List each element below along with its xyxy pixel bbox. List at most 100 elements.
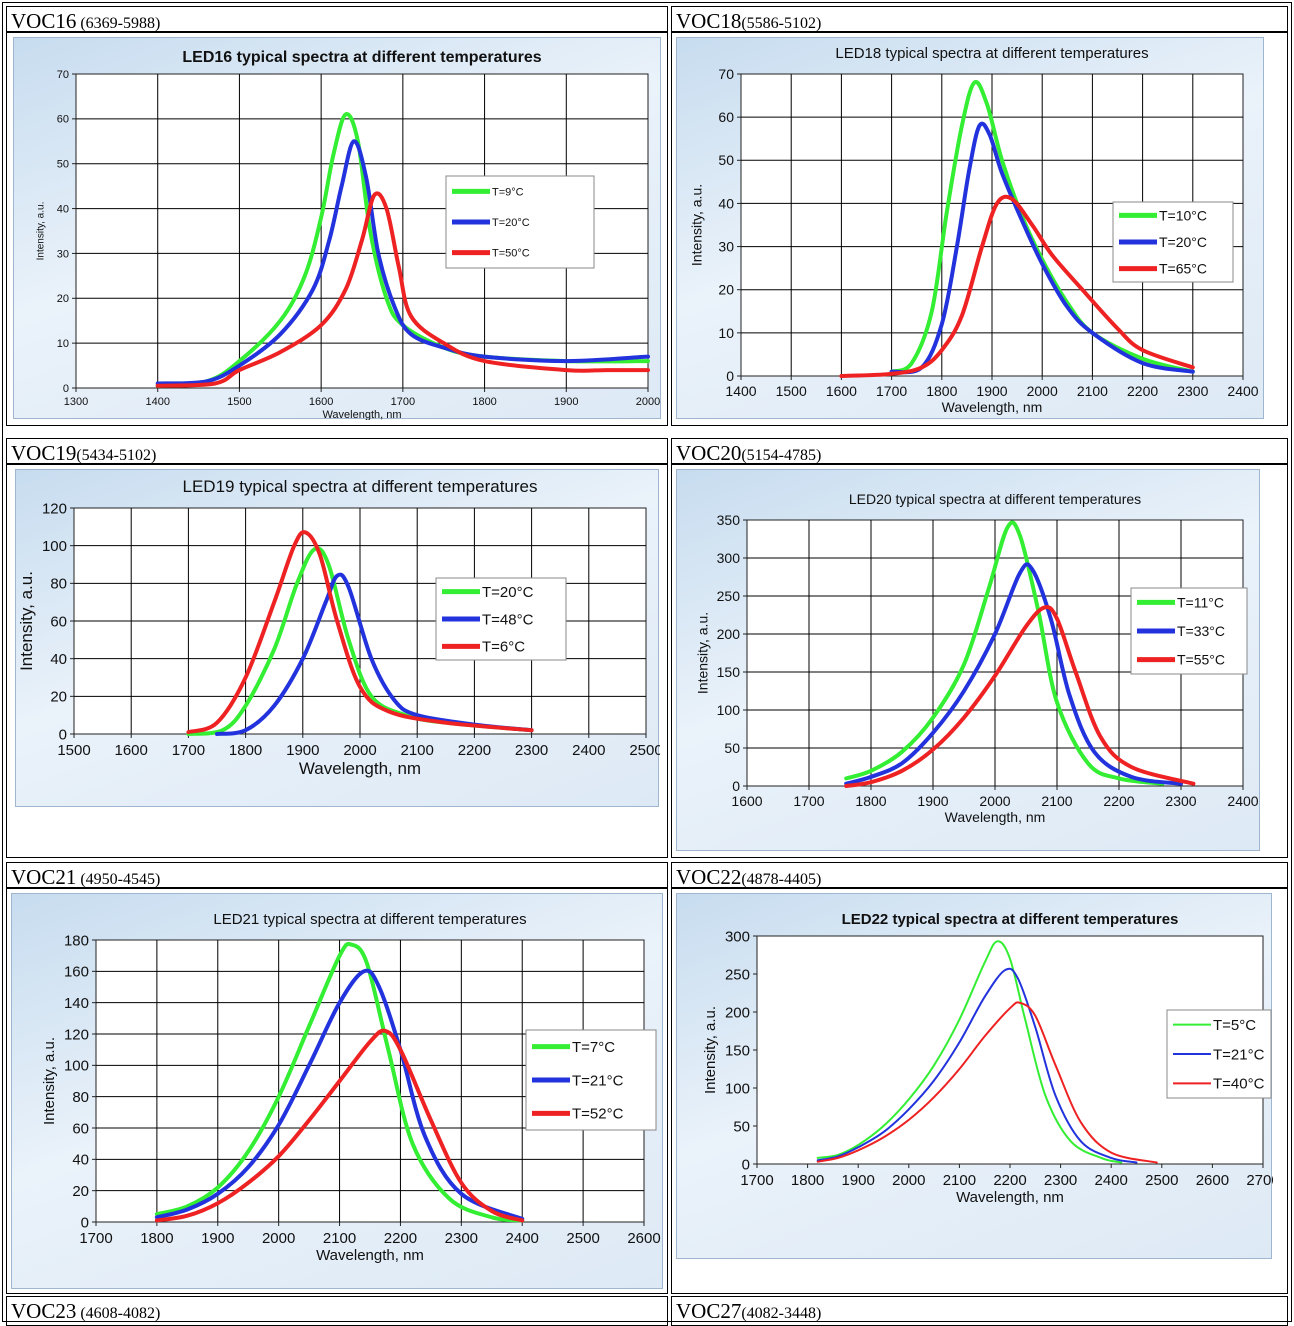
y-tick-label: 100: [717, 702, 741, 718]
y-tick-label: 200: [725, 1004, 750, 1021]
legend-label-2: T=52°C: [572, 1106, 624, 1123]
x-tick-label: 2200: [458, 742, 491, 759]
cell-voc22: VOC22(4878-4405) LED22 typical spectra a…: [671, 862, 1288, 1294]
x-tick-label: 1600: [731, 793, 762, 809]
x-tick-label: 2200: [993, 1172, 1026, 1189]
chart-title: LED16 typical spectra at different tempe…: [182, 49, 541, 66]
x-tick-label: 2000: [979, 793, 1010, 809]
x-tick-label: 1800: [472, 396, 496, 408]
y-tick-label: 40: [72, 1152, 89, 1169]
y-tick-label: 20: [57, 293, 69, 305]
x-tick-label: 2500: [1145, 1172, 1178, 1189]
x-tick-label: 2200: [1103, 793, 1134, 809]
cell-header: VOC18(5586-5102): [671, 6, 1288, 33]
y-axis-label: Intensity, a.u.: [694, 612, 710, 694]
cell-title: VOC22(4878-4405): [676, 865, 822, 889]
legend-label-1: T=33°C: [1177, 623, 1225, 639]
y-tick-label: 60: [718, 109, 734, 125]
x-tick-label: 1700: [172, 742, 205, 759]
y-tick-label: 10: [718, 325, 734, 341]
x-axis-label: Wavelength, nm: [322, 409, 401, 420]
y-tick-label: 50: [724, 740, 740, 756]
y-axis-label: Intensity, a.u.: [36, 202, 47, 261]
chart-led21: LED21 typical spectra at different tempe…: [41, 911, 661, 1264]
y-axis-label: Intensity, a.u.: [17, 571, 36, 671]
x-tick-label: 1900: [976, 383, 1007, 399]
cell-voc16: VOC16 (6369-5988) LED16 typical spectra …: [6, 6, 668, 426]
cell-title: VOC19(5434-5102): [11, 441, 157, 465]
y-tick-label: 10: [57, 338, 69, 350]
cell-title: VOC21 (4950-4545): [11, 865, 161, 889]
cell-body: LED19 typical spectra at different tempe…: [6, 464, 668, 858]
legend-label-1: T=20°C: [1159, 234, 1207, 250]
cell-header: VOC22(4878-4405): [671, 862, 1288, 889]
x-tick-label: 1600: [309, 396, 333, 408]
x-tick-label: 1500: [227, 396, 251, 408]
x-tick-label: 2000: [343, 742, 376, 759]
x-tick-label: 1900: [554, 396, 578, 408]
y-tick-label: 0: [63, 383, 69, 395]
legend-label-1: T=21°C: [1213, 1046, 1265, 1063]
x-tick-label: 1700: [391, 396, 415, 408]
legend-label-0: T=9°C: [492, 186, 524, 198]
y-tick-label: 50: [57, 159, 69, 171]
y-tick-label: 160: [64, 964, 89, 981]
chart-title: LED19 typical spectra at different tempe…: [183, 477, 538, 496]
cell-body: LED18 typical spectra at different tempe…: [671, 32, 1288, 426]
x-tick-label: 1400: [145, 396, 169, 408]
y-tick-label: 50: [718, 152, 734, 168]
series-line-2: [844, 605, 1196, 788]
y-tick-label: 0: [81, 1214, 89, 1231]
y-tick-label: 20: [50, 689, 67, 706]
x-tick-label: 1800: [926, 383, 957, 399]
series-line-2: [154, 1028, 525, 1223]
y-tick-label: 20: [72, 1183, 89, 1200]
legend-label-1: T=48°C: [482, 611, 534, 628]
chart-led20: LED20 typical spectra at different tempe…: [694, 491, 1258, 825]
legend-label-1: T=20°C: [492, 217, 530, 229]
y-tick-label: 70: [57, 69, 69, 81]
cell-header: VOC23 (4608-4082): [6, 1296, 668, 1326]
y-tick-label: 60: [50, 613, 67, 630]
y-tick-label: 40: [718, 195, 734, 211]
x-tick-label: 2100: [323, 1230, 356, 1247]
x-axis-label: Wavelength, nm: [945, 809, 1046, 825]
legend-label-1: T=21°C: [572, 1072, 624, 1089]
y-tick-label: 100: [64, 1058, 89, 1075]
series-line-1: [816, 967, 1138, 1164]
x-tick-label: 2300: [515, 742, 548, 759]
x-tick-label: 1900: [201, 1230, 234, 1247]
chart-frame: LED22 typical spectra at different tempe…: [676, 893, 1273, 1259]
chart-frame: LED20 typical spectra at different tempe…: [676, 469, 1260, 851]
y-tick-label: 40: [57, 203, 69, 215]
series-line-2: [816, 1001, 1158, 1164]
cell-title: VOC18(5586-5102): [676, 9, 822, 33]
legend-label-2: T=65°C: [1159, 261, 1207, 277]
y-tick-label: 20: [718, 282, 734, 298]
series-line-0: [154, 941, 525, 1223]
series-line-1: [215, 572, 534, 736]
chart-led19: LED19 typical spectra at different tempe…: [17, 477, 660, 778]
cell-header: VOC19(5434-5102): [6, 438, 668, 465]
x-tick-label: 1800: [229, 742, 262, 759]
x-tick-label: 1800: [791, 1172, 824, 1189]
series-line-1: [844, 562, 1183, 786]
cell-body: LED21 typical spectra at different tempe…: [6, 888, 668, 1294]
cell-voc19: VOC19(5434-5102) LED19 typical spectra a…: [6, 438, 668, 858]
cell-title: VOC20(5154-4785): [676, 441, 822, 465]
y-tick-label: 0: [726, 368, 734, 384]
y-tick-label: 250: [717, 588, 741, 604]
legend-label-2: T=40°C: [1213, 1076, 1265, 1093]
chart-led22: LED22 typical spectra at different tempe…: [702, 911, 1273, 1206]
x-tick-label: 1900: [917, 793, 948, 809]
x-tick-label: 2400: [1227, 383, 1258, 399]
cell-body: LED16 typical spectra at different tempe…: [6, 32, 668, 426]
x-tick-label: 2400: [506, 1230, 539, 1247]
cell-header: VOC20(5154-4785): [671, 438, 1288, 465]
cell-header: VOC27(4082-3448): [671, 1296, 1288, 1326]
legend-label-0: T=5°C: [1213, 1017, 1256, 1034]
x-tick-label: 2500: [629, 742, 660, 759]
x-tick-label: 2000: [262, 1230, 295, 1247]
